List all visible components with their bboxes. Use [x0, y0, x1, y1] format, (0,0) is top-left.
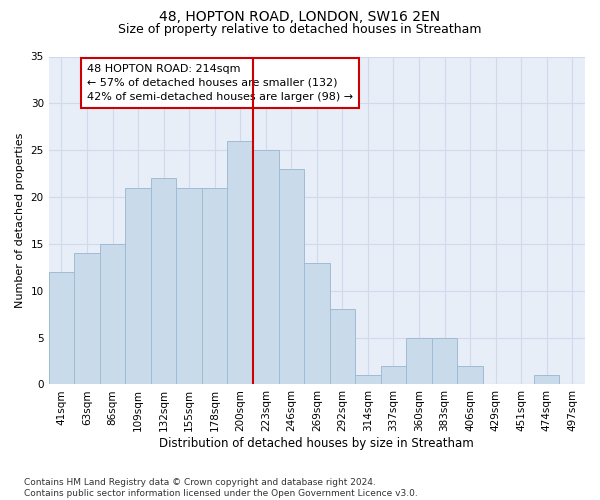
X-axis label: Distribution of detached houses by size in Streatham: Distribution of detached houses by size …: [160, 437, 474, 450]
Y-axis label: Number of detached properties: Number of detached properties: [15, 133, 25, 308]
Text: Size of property relative to detached houses in Streatham: Size of property relative to detached ho…: [118, 22, 482, 36]
Text: 48 HOPTON ROAD: 214sqm
← 57% of detached houses are smaller (132)
42% of semi-de: 48 HOPTON ROAD: 214sqm ← 57% of detached…: [87, 64, 353, 102]
Bar: [457, 366, 483, 384]
Bar: [227, 141, 253, 384]
Bar: [176, 188, 202, 384]
Bar: [380, 366, 406, 384]
Bar: [100, 244, 125, 384]
Bar: [125, 188, 151, 384]
Bar: [202, 188, 227, 384]
Bar: [49, 272, 74, 384]
Bar: [253, 150, 278, 384]
Text: Contains HM Land Registry data © Crown copyright and database right 2024.
Contai: Contains HM Land Registry data © Crown c…: [24, 478, 418, 498]
Bar: [406, 338, 432, 384]
Bar: [329, 310, 355, 384]
Text: 48, HOPTON ROAD, LONDON, SW16 2EN: 48, HOPTON ROAD, LONDON, SW16 2EN: [160, 10, 440, 24]
Bar: [304, 262, 329, 384]
Bar: [534, 375, 559, 384]
Bar: [278, 169, 304, 384]
Bar: [151, 178, 176, 384]
Bar: [355, 375, 380, 384]
Bar: [432, 338, 457, 384]
Bar: [74, 254, 100, 384]
